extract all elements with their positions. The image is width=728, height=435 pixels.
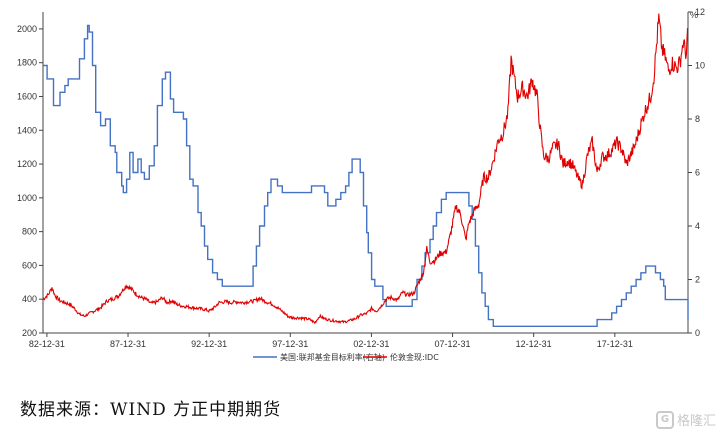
- x-axis-tick-label: 92-12-31: [191, 339, 227, 349]
- series-line-fed-rate: [43, 24, 689, 327]
- watermark-logo-icon: G: [655, 410, 674, 429]
- x-axis-tick-label: 87-12-31: [110, 339, 146, 349]
- legend-label-gold: 伦敦金现:IDC: [390, 352, 439, 362]
- x-axis-tick-label: 82-12-31: [29, 339, 65, 349]
- x-axis-tick-label: 97-12-31: [272, 339, 308, 349]
- left-axis-tick-label: 800: [22, 227, 37, 237]
- left-axis: 200 400 600 800 1000 1200 1400 1600 1800 2000: [17, 12, 44, 338]
- left-axis-tick-label: 400: [22, 294, 37, 304]
- right-axis: % 0 2 4 6 8 10 12: [687, 7, 705, 338]
- right-axis-tick-label: 6: [695, 168, 700, 178]
- left-axis-tick-label: 1600: [17, 91, 37, 101]
- left-axis-tick-label: 600: [22, 260, 37, 270]
- x-axis: 82-12-31 87-12-31 92-12-31 97-12-31 02-12-31…: [29, 332, 688, 349]
- right-axis-tick-label: 10: [695, 61, 705, 71]
- x-axis-tick-label: 02-12-31: [353, 339, 389, 349]
- right-axis-tick-label: 2: [695, 275, 700, 285]
- watermark: G 格隆汇: [655, 410, 716, 429]
- left-axis-tick-label: 1400: [17, 125, 37, 135]
- watermark-text: 格隆汇: [676, 414, 716, 429]
- series-line-gold: [42, 13, 689, 325]
- right-axis-tick-label: 8: [695, 114, 700, 124]
- left-axis-tick-label: 1000: [17, 193, 37, 203]
- source-note: 数据来源：WIND 方正中期期货: [20, 400, 282, 420]
- left-axis-tick-label: 2000: [17, 24, 37, 34]
- left-axis-tick-label: 1800: [17, 58, 37, 68]
- x-axis-tick-label: 12-12-31: [516, 339, 552, 349]
- chart: 200 400 600 800 1000 1200 1400 1600 1800 2000 % 0…: [17, 7, 705, 362]
- right-axis-unit-label: %: [690, 10, 698, 20]
- x-axis-tick-label: 17-12-31: [597, 339, 633, 349]
- legend: 美国:联邦基金目标利率(右轴) 伦敦金现:IDC: [253, 352, 439, 362]
- right-axis-tick-label: 0: [695, 328, 700, 338]
- right-axis-tick-label: 12: [695, 7, 705, 17]
- left-axis-tick-label: 200: [22, 328, 37, 338]
- left-axis-tick-label: 1200: [17, 159, 37, 169]
- series-layer: [42, 13, 689, 327]
- legend-label-fed-rate: 美国:联邦基金目标利率(右轴): [280, 352, 385, 362]
- right-axis-tick-label: 4: [695, 221, 700, 231]
- x-axis-tick-label: 07-12-31: [435, 339, 471, 349]
